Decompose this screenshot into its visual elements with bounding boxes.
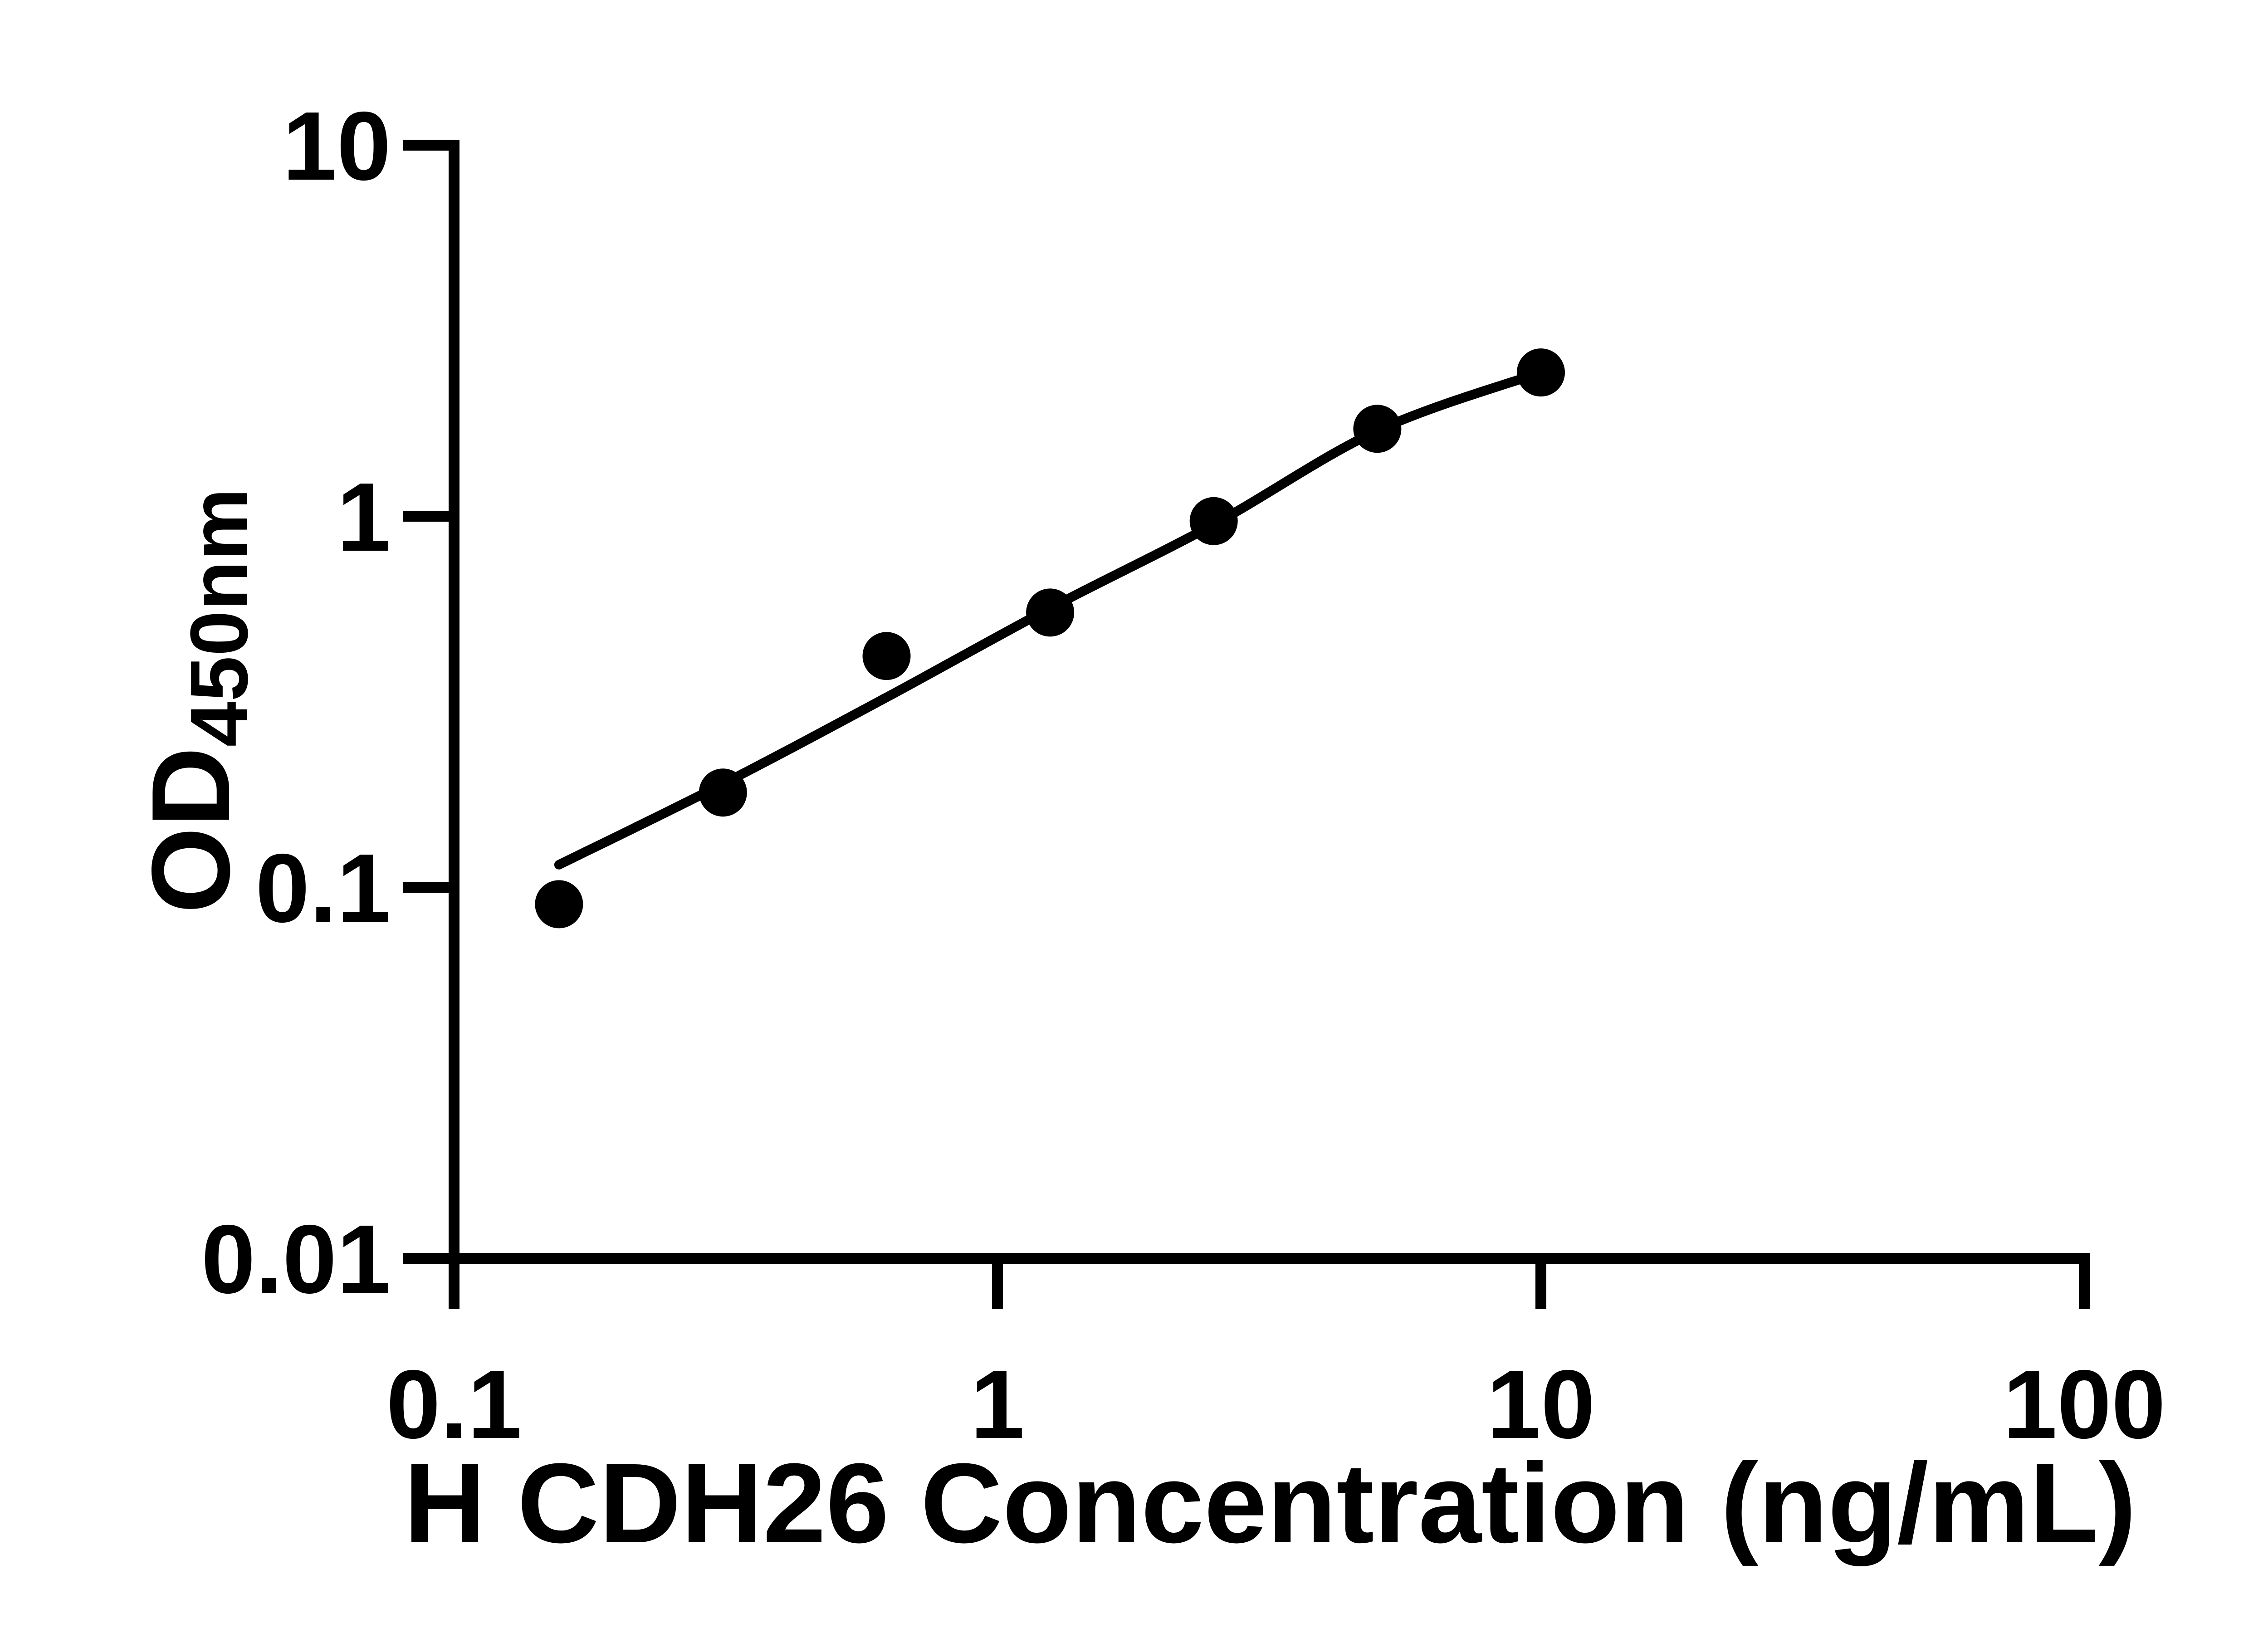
- data-point: [862, 632, 911, 680]
- x-tick-label: 100: [2003, 1349, 2166, 1459]
- data-point: [1517, 348, 1565, 397]
- data-point: [535, 880, 583, 929]
- y-axis-title-base: OD: [128, 747, 253, 914]
- x-axis-title: H CDH26 Concentration (ng/mL): [404, 1440, 2136, 1566]
- y-tick-label: 1: [337, 462, 391, 572]
- data-points: [535, 348, 1565, 929]
- data-point: [699, 768, 747, 817]
- y-axis-tick-labels: 0.01 0.1 1 10: [201, 91, 391, 1314]
- y-axis-title-subscript: 450nm: [174, 488, 265, 747]
- y-tick-label: 0.01: [201, 1204, 391, 1314]
- data-point: [1026, 588, 1075, 637]
- data-point: [1353, 405, 1402, 453]
- x-axis-tick-labels: 0.1 1 10 100: [386, 1349, 2166, 1459]
- x-tick-label: 0.1: [386, 1349, 522, 1459]
- y-tick-label: 10: [283, 91, 391, 200]
- x-tick-label: 1: [970, 1349, 1025, 1459]
- y-axis-ticks: [403, 140, 459, 1264]
- y-tick-label: 0.1: [255, 833, 391, 943]
- data-point: [1189, 497, 1238, 545]
- x-tick-label: 10: [1486, 1349, 1595, 1459]
- axes: [403, 140, 2084, 1264]
- y-axis-title: OD450nm: [128, 488, 265, 914]
